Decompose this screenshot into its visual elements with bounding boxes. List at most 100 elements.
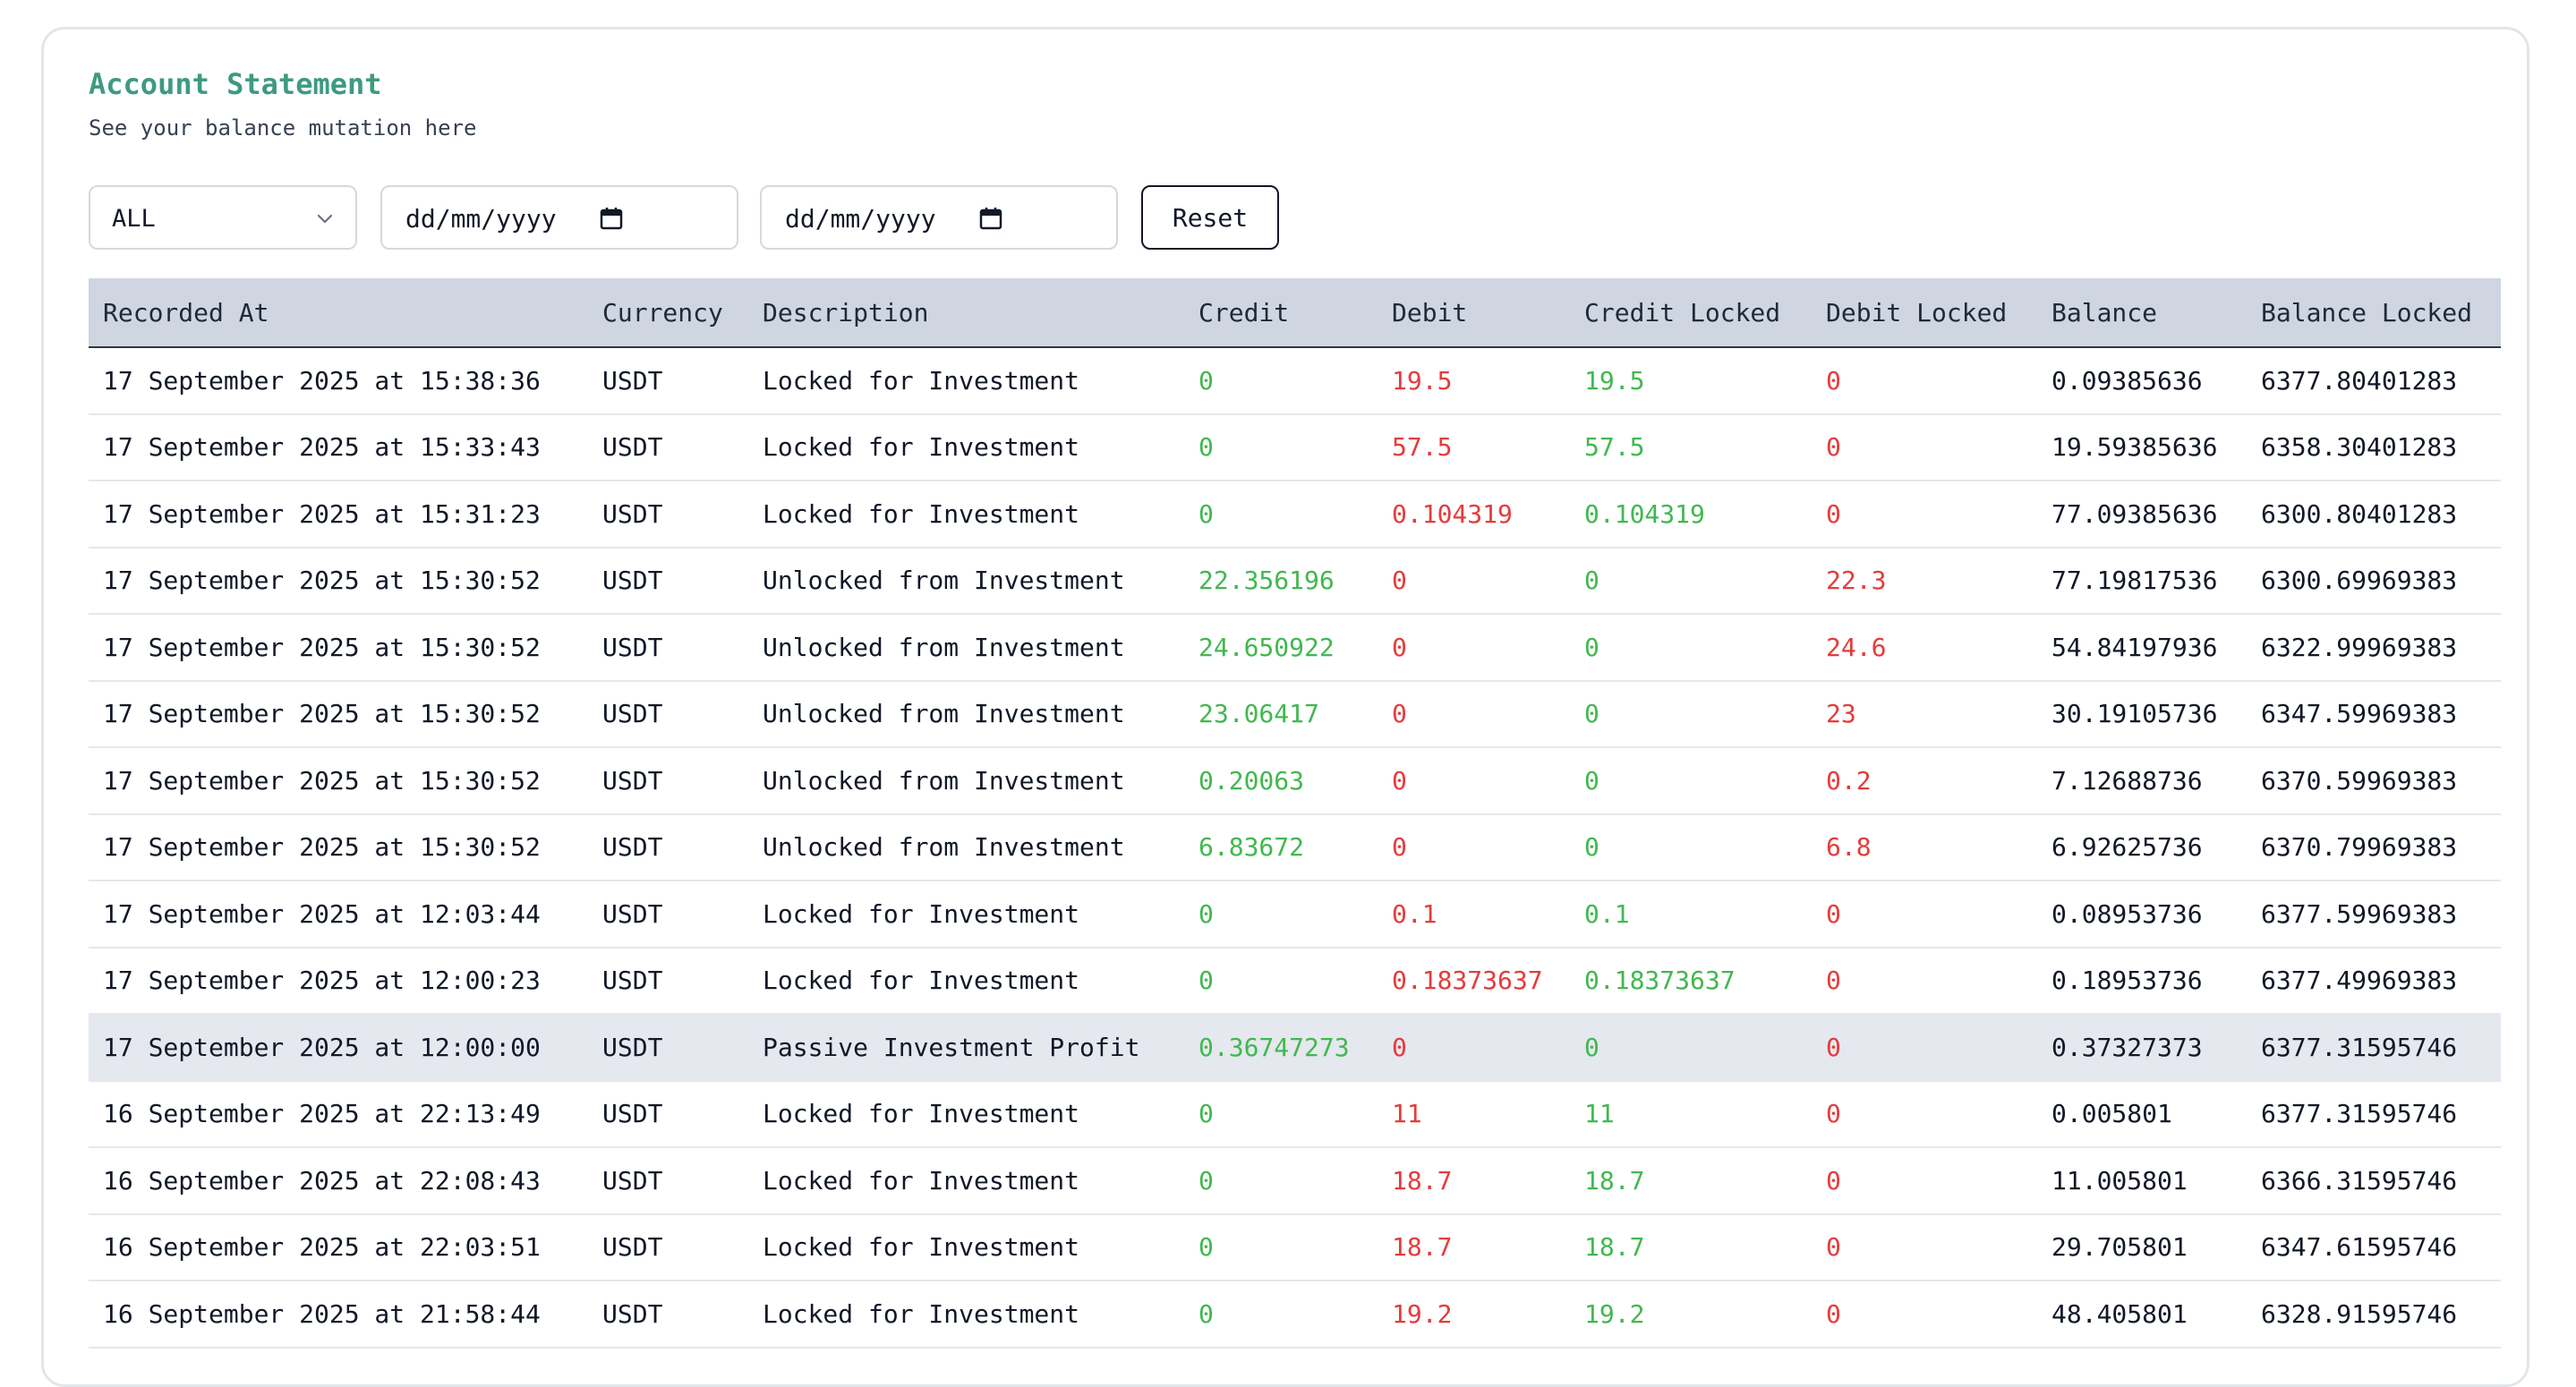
cell-credit-locked: 0.18373637 [1584,966,1736,996]
table-row[interactable]: 17 September 2025 at 15:31:23 USDT Locked … [89,481,2501,549]
cell-description: Locked for Investment [763,1298,1080,1329]
cell-balance-locked: 6370.59969383 [2261,765,2458,796]
cell-balance: 54.84197936 [2051,632,2218,662]
date-to-input[interactable]: dd/mm/yyyy [760,185,1118,250]
cell-currency: USDT [602,365,663,396]
column-header-credit: Credit [1198,297,1290,328]
cell-currency: USDT [602,1032,663,1062]
cell-recorded-at: 17 September 2025 at 15:30:52 [103,632,541,662]
account-statement-card: Account Statement See your balance mutat… [41,27,2529,1387]
cell-credit: 0 [1198,1165,1214,1196]
cell-recorded-at: 17 September 2025 at 12:00:23 [103,966,541,996]
cell-balance-locked: 6322.99969383 [2261,632,2458,662]
table-body: 17 September 2025 at 15:38:36 USDT Locked … [89,348,2501,1349]
cell-credit-locked: 18.7 [1584,1232,1645,1263]
cell-balance-locked: 6366.31595746 [2261,1165,2458,1196]
cell-description: Locked for Investment [763,498,1080,529]
cell-credit-locked: 0.104319 [1584,498,1705,529]
cell-credit: 0 [1198,432,1214,463]
cell-debit-locked: 0 [1826,1032,1841,1062]
cell-balance: 19.59385636 [2051,432,2218,463]
cell-description: Locked for Investment [763,898,1080,929]
cell-debit: 0 [1392,566,1407,596]
calendar-icon[interactable] [600,207,623,230]
cell-debit-locked: 0 [1826,1165,1841,1196]
table-row[interactable]: 16 September 2025 at 22:03:51 USDT Locked … [89,1214,2501,1281]
cell-credit-locked: 19.5 [1584,365,1645,396]
cell-recorded-at: 17 September 2025 at 15:30:52 [103,832,541,863]
date-from-input[interactable]: dd/mm/yyyy [380,185,738,250]
table-row[interactable]: 16 September 2025 at 21:58:44 USDT Locked … [89,1281,2501,1349]
cell-debit: 0 [1392,699,1407,729]
table-row[interactable]: 16 September 2025 at 22:08:43 USDT Locked … [89,1148,2501,1215]
cell-currency: USDT [602,566,663,596]
cell-balance: 77.09385636 [2051,498,2218,529]
cell-balance-locked: 6377.80401283 [2261,365,2458,396]
column-header-currency: Currency [602,297,723,328]
cell-credit-locked: 0 [1584,832,1599,863]
page-subtitle: See your balance mutation here [89,115,477,140]
table-row[interactable]: 17 September 2025 at 15:38:36 USDT Locked … [89,348,2501,415]
table-row[interactable]: 17 September 2025 at 15:30:52 USDT Unlocke… [89,615,2501,682]
cell-balance: 0.08953736 [2051,898,2203,929]
table-row[interactable]: 17 September 2025 at 15:30:52 USDT Unlocke… [89,548,2501,615]
column-header-debit: Debit [1392,297,1468,328]
chevron-down-icon [317,214,333,224]
cell-credit-locked: 19.2 [1584,1298,1645,1329]
cell-balance-locked: 6347.61595746 [2261,1232,2458,1263]
statement-table: Recorded At Currency Description Credit Debi… [89,278,2501,1349]
table-row[interactable]: 17 September 2025 at 12:00:23 USDT Locked … [89,948,2501,1015]
cell-debit: 18.7 [1392,1232,1453,1263]
cell-currency: USDT [602,699,663,729]
cell-debit-locked: 0 [1826,966,1841,996]
cell-credit-locked: 0 [1584,1032,1599,1062]
cell-debit: 0 [1392,832,1407,863]
cell-balance: 0.09385636 [2051,365,2203,396]
cell-recorded-at: 17 September 2025 at 15:30:52 [103,699,541,729]
cell-currency: USDT [602,632,663,662]
table-row[interactable]: 17 September 2025 at 15:33:43 USDT Locked … [89,414,2501,481]
table-row[interactable]: 17 September 2025 at 15:30:52 USDT Unlocke… [89,814,2501,881]
table-row[interactable]: 17 September 2025 at 15:30:52 USDT Unlocke… [89,748,2501,815]
cell-balance-locked: 6328.91595746 [2261,1298,2458,1329]
cell-balance-locked: 6377.59969383 [2261,898,2458,929]
cell-credit: 24.650922 [1198,632,1335,662]
date-from-placeholder: dd/mm/yyyy [405,204,557,234]
cell-recorded-at: 17 September 2025 at 15:38:36 [103,365,541,396]
table-row[interactable]: 17 September 2025 at 12:03:44 USDT Locked … [89,881,2501,949]
cell-debit-locked: 0 [1826,1232,1841,1263]
calendar-icon[interactable] [979,207,1002,230]
cell-debit: 57.5 [1392,432,1453,463]
column-header-balance-locked: Balance Locked [2261,297,2473,328]
cell-credit: 0 [1198,1298,1214,1329]
table-header: Recorded At Currency Description Credit Debi… [89,278,2501,348]
cell-debit: 19.5 [1392,365,1453,396]
cell-debit: 18.7 [1392,1165,1453,1196]
cell-balance: 77.19817536 [2051,566,2218,596]
cell-debit-locked: 24.6 [1826,632,1887,662]
cell-balance-locked: 6300.80401283 [2261,498,2458,529]
cell-debit: 0 [1392,1032,1407,1062]
cell-balance-locked: 6377.31595746 [2261,1099,2458,1129]
cell-description: Locked for Investment [763,432,1080,463]
cell-balance: 11.005801 [2051,1165,2188,1196]
cell-debit-locked: 22.3 [1826,566,1887,596]
cell-credit-locked: 0 [1584,632,1599,662]
cell-debit-locked: 0 [1826,365,1841,396]
table-row[interactable]: 17 September 2025 at 15:30:52 USDT Unlocke… [89,681,2501,748]
cell-description: Unlocked from Investment [763,832,1125,863]
cell-description: Unlocked from Investment [763,765,1125,796]
cell-recorded-at: 17 September 2025 at 12:03:44 [103,898,541,929]
reset-button[interactable]: Reset [1141,185,1279,250]
table-row[interactable]: 17 September 2025 at 12:00:00 USDT Passive… [89,1015,2501,1082]
cell-balance: 0.37327373 [2051,1032,2203,1062]
cell-credit-locked: 11 [1584,1099,1615,1129]
cell-currency: USDT [602,898,663,929]
cell-credit: 0 [1198,966,1214,996]
cell-currency: USDT [602,832,663,863]
cell-balance-locked: 6358.30401283 [2261,432,2458,463]
transaction-type-select[interactable]: ALL [89,185,357,250]
cell-credit: 0.36747273 [1198,1032,1350,1062]
table-row[interactable]: 16 September 2025 at 22:13:49 USDT Locked … [89,1081,2501,1148]
cell-balance: 48.405801 [2051,1298,2188,1329]
